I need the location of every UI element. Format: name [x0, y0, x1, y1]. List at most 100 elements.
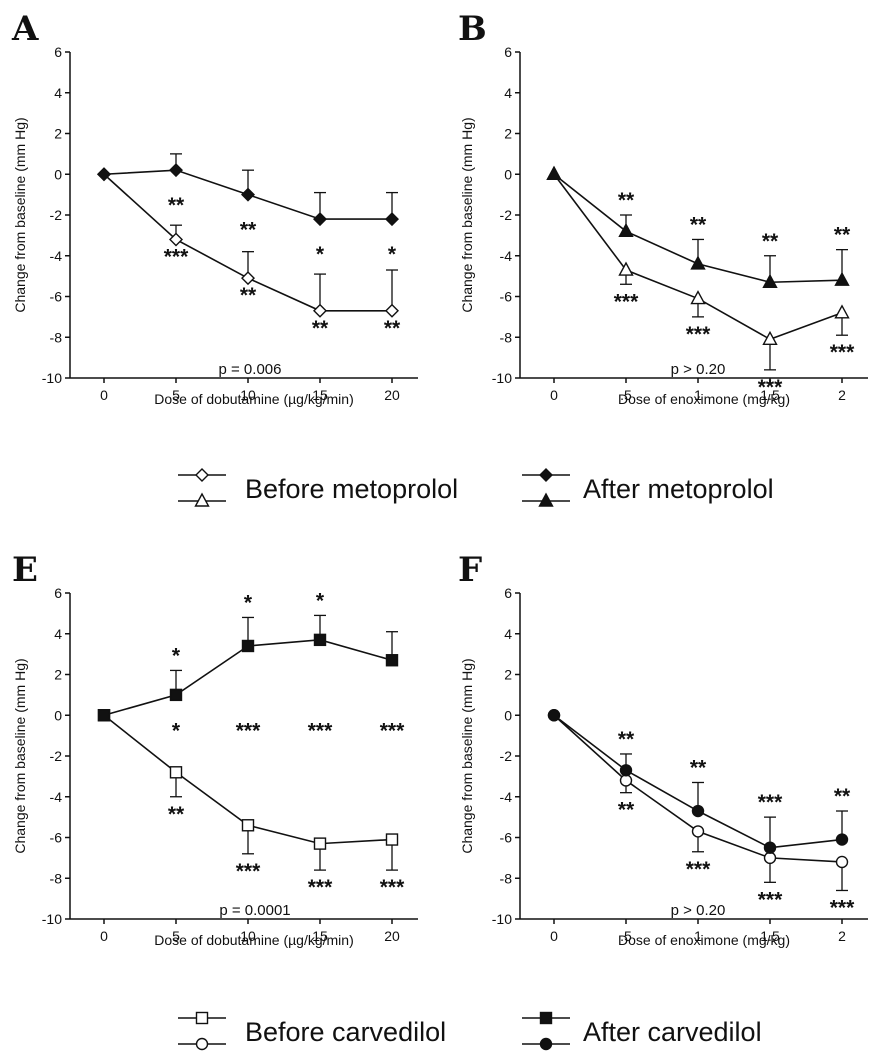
- data-point: [762, 330, 778, 345]
- data-point: [385, 212, 399, 227]
- significance-stars: **: [312, 317, 329, 340]
- y-tick-label: -4: [50, 248, 63, 264]
- significance-stars: **: [168, 803, 185, 826]
- y-tick-label: 6: [504, 585, 512, 601]
- panel-b: B 6 4 2 0 -2 -4 -6 -8 -10 0 .5 1 1.5 2 Dose of enoximon…: [458, 9, 868, 407]
- data-point: [690, 290, 706, 305]
- y-tick-label: -2: [50, 207, 63, 223]
- p-value: p > 0.20: [671, 361, 726, 378]
- y-tick-label: -2: [500, 207, 513, 223]
- significance-stars: **: [834, 785, 851, 808]
- y-tick-label: -4: [500, 248, 513, 264]
- series-carvedilol-before: ******** ***: [97, 709, 405, 899]
- data-point: [763, 851, 777, 865]
- significance-stars: *: [244, 591, 253, 614]
- series-carvedilol-after: ******* **: [547, 709, 851, 854]
- y-tick-label: 4: [504, 626, 512, 642]
- x-tick-label: 5: [172, 928, 180, 944]
- legend-metoprolol: Before metoprolol After metoprolol: [178, 468, 774, 507]
- series-metoprolol-after: ***** *: [97, 153, 399, 266]
- p-value: p > 0.20: [671, 902, 726, 919]
- data-point: [169, 232, 183, 247]
- p-value: p = 0.0001: [219, 902, 290, 919]
- y-tick-label: -8: [50, 870, 63, 886]
- y-tick-label: -10: [42, 370, 62, 386]
- y-tick-label: -8: [500, 329, 513, 345]
- significance-stars: ***: [236, 860, 261, 883]
- legend-label-after: After carvedilol: [583, 1017, 762, 1047]
- significance-stars: **: [618, 799, 635, 822]
- data-point: [97, 709, 111, 722]
- significance-stars: **: [240, 284, 257, 307]
- y-axis-label: Change from baseline (mm Hg): [12, 658, 28, 853]
- x-tick-label: .5: [620, 387, 632, 403]
- y-tick-label: 2: [504, 667, 512, 683]
- y-tick-label: -10: [492, 370, 512, 386]
- y-tick-label: 4: [504, 85, 512, 101]
- y-axis-label: Change from baseline (mm Hg): [459, 117, 475, 312]
- data-point: [385, 303, 399, 318]
- legend-label-before: Before carvedilol: [245, 1017, 446, 1047]
- x-tick-label: 15: [312, 387, 328, 403]
- y-tick-label: 0: [54, 707, 62, 723]
- x-tick-label: 1: [694, 387, 702, 403]
- y-tick-label: -6: [500, 289, 513, 305]
- y-tick-label: 4: [54, 85, 62, 101]
- data-point: [619, 774, 633, 787]
- x-tick-label: 0: [550, 387, 558, 403]
- x-axis-label: Dose of enoximone (mg/kg): [618, 391, 790, 407]
- data-point: [547, 709, 561, 722]
- significance-stars: ***: [758, 376, 783, 399]
- legend-marker: [195, 1037, 209, 1051]
- significance-stars: ***: [614, 290, 639, 313]
- data-point: [619, 764, 633, 777]
- y-tick-label: -2: [50, 748, 63, 764]
- significance-stars: ***: [308, 719, 333, 742]
- data-point: [618, 222, 634, 238]
- series-metoprolol-after: ** ** ** **: [546, 165, 851, 288]
- y-tick-label: -10: [42, 911, 62, 927]
- data-point: [690, 255, 706, 270]
- significance-stars: **: [618, 728, 635, 751]
- data-point: [691, 804, 705, 818]
- significance-stars: ***: [686, 858, 711, 881]
- x-tick-label: 20: [384, 928, 400, 944]
- p-value: p = 0.006: [219, 361, 282, 378]
- significance-stars: ***: [164, 245, 189, 268]
- data-point: [169, 688, 183, 702]
- significance-stars: ***: [830, 341, 855, 364]
- y-axis-label: Change from baseline (mm Hg): [459, 658, 475, 853]
- significance-stars: **: [690, 756, 707, 779]
- x-tick-label: 1.5: [760, 387, 780, 403]
- significance-stars: ***: [758, 791, 783, 814]
- x-tick-label: .5: [620, 928, 632, 944]
- y-tick-label: -8: [50, 329, 63, 345]
- significance-stars: ***: [236, 719, 261, 742]
- panel-letter: F: [458, 550, 482, 590]
- x-axis-label: Dose of enoximone (mg/kg): [618, 932, 790, 948]
- data-point: [835, 855, 849, 869]
- data-point: [618, 261, 634, 276]
- x-tick-label: 1: [694, 928, 702, 944]
- data-point: [835, 833, 849, 846]
- y-tick-label: 0: [504, 166, 512, 182]
- series-carvedilol-before: ******** ***: [547, 709, 855, 919]
- y-tick-label: 6: [504, 44, 512, 60]
- y-axis-label: Change from baseline (mm Hg): [12, 117, 28, 312]
- significance-stars: ***: [758, 888, 783, 911]
- data-point: [834, 271, 850, 286]
- significance-stars: *: [316, 243, 325, 266]
- data-point: [169, 163, 183, 178]
- legend-carvedilol: Before carvedilol After carvedilol: [178, 1011, 762, 1051]
- y-tick-label: -4: [500, 789, 513, 805]
- data-point: [313, 633, 327, 647]
- series-carvedilol-after: * * *: [97, 589, 399, 722]
- panel-letter: E: [12, 550, 38, 590]
- panel-letter: A: [11, 9, 39, 49]
- x-tick-label: 2: [838, 928, 846, 944]
- significance-stars: *: [172, 644, 181, 667]
- legend-marker: [195, 468, 209, 482]
